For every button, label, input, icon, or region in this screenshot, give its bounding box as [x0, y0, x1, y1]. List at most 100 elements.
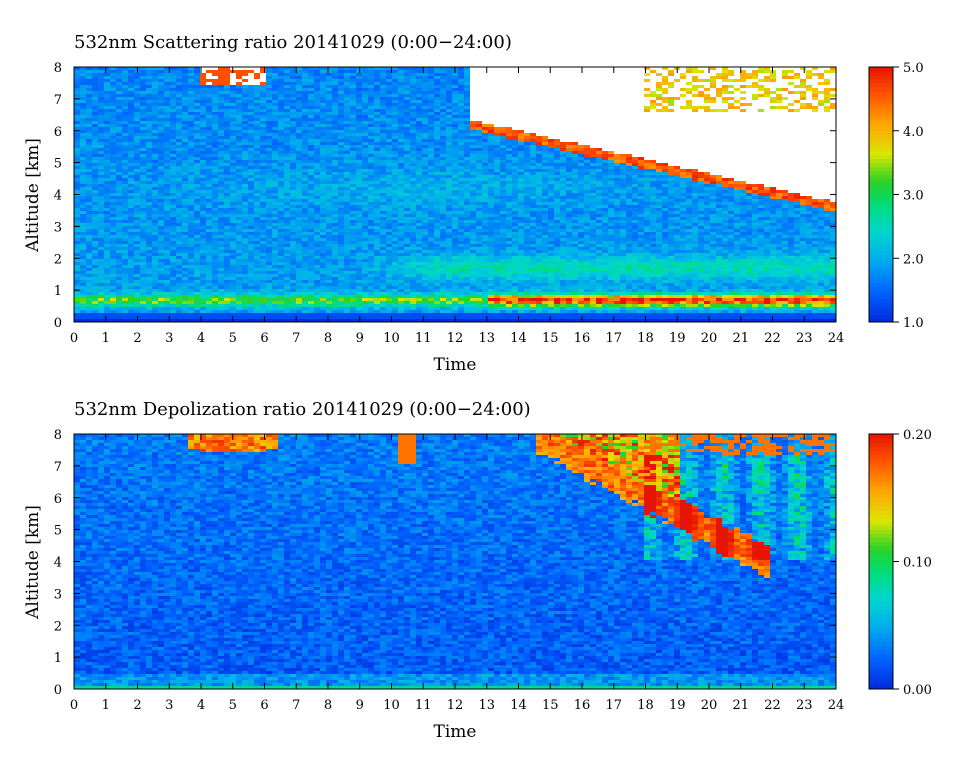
- heatmap-cell: [266, 154, 272, 157]
- heatmap-cell: [320, 211, 326, 214]
- heatmap-cell: [164, 292, 170, 295]
- heatmap-cell: [182, 136, 188, 139]
- heatmap-cell: [278, 283, 284, 286]
- heatmap-cell: [134, 223, 140, 226]
- heatmap-cell: [410, 91, 416, 94]
- heatmap-cell: [302, 229, 308, 232]
- heatmap-cell: [350, 289, 356, 292]
- heatmap-cell: [356, 307, 362, 310]
- heatmap-cell: [392, 91, 398, 94]
- heatmap-cell: [224, 271, 230, 274]
- heatmap-cell: [362, 313, 368, 316]
- heatmap-cell: [368, 226, 374, 229]
- heatmap-cell: [122, 133, 128, 136]
- heatmap-cell: [134, 241, 140, 244]
- heatmap-cell: [110, 211, 116, 214]
- heatmap-cell: [404, 94, 410, 97]
- heatmap-cell: [320, 256, 326, 259]
- heatmap-cell: [374, 190, 380, 193]
- heatmap-cell: [314, 166, 320, 169]
- heatmap-cell: [158, 271, 164, 274]
- heatmap-cell: [248, 148, 254, 151]
- heatmap-cell: [212, 187, 218, 190]
- heatmap-cell: [182, 244, 188, 247]
- heatmap-cell: [362, 100, 368, 103]
- heatmap-cell: [272, 241, 278, 244]
- heatmap-cell: [92, 169, 98, 172]
- heatmap-cell: [254, 199, 260, 202]
- heatmap-cell: [188, 241, 194, 244]
- heatmap-cell: [398, 295, 404, 298]
- heatmap-cell: [272, 82, 278, 85]
- heatmap-cell: [164, 124, 170, 127]
- heatmap-cell: [398, 142, 404, 145]
- heatmap-cell: [332, 214, 338, 217]
- heatmap-cell: [338, 307, 344, 310]
- heatmap-cell: [206, 175, 212, 178]
- heatmap-cell: [350, 196, 356, 199]
- heatmap-cell: [398, 310, 404, 313]
- heatmap-cell: [368, 247, 374, 250]
- heatmap-cell: [230, 232, 236, 235]
- heatmap-cell: [260, 73, 266, 76]
- heatmap-cell: [122, 199, 128, 202]
- heatmap-cell: [146, 139, 152, 142]
- heatmap-cell: [272, 226, 278, 229]
- heatmap-cell: [128, 85, 134, 88]
- heatmap-cell: [254, 310, 260, 313]
- heatmap-cell: [326, 313, 332, 316]
- heatmap-cell: [74, 103, 80, 106]
- heatmap-cell: [80, 70, 86, 73]
- heatmap-cell: [122, 271, 128, 274]
- heatmap-cell: [350, 223, 356, 226]
- heatmap-cell: [152, 199, 158, 202]
- heatmap-cell: [128, 130, 134, 133]
- heatmap-cell: [224, 280, 230, 283]
- heatmap-cell: [248, 256, 254, 259]
- heatmap-cell: [224, 142, 230, 145]
- heatmap-cell: [314, 229, 320, 232]
- heatmap-cell: [200, 286, 206, 289]
- heatmap-cell: [284, 79, 290, 82]
- heatmap-cell: [248, 280, 254, 283]
- heatmap-cell: [326, 190, 332, 193]
- heatmap-cell: [356, 259, 362, 262]
- heatmap-cell: [356, 187, 362, 190]
- heatmap-cell: [320, 76, 326, 79]
- heatmap-cell: [98, 103, 104, 106]
- heatmap-cell: [314, 235, 320, 238]
- heatmap-cell: [98, 202, 104, 205]
- heatmap-cell: [152, 142, 158, 145]
- heatmap-cell: [212, 199, 218, 202]
- heatmap-cell: [362, 259, 368, 262]
- heatmap-cell: [386, 250, 392, 253]
- heatmap-cell: [80, 289, 86, 292]
- heatmap-cell: [362, 316, 368, 319]
- heatmap-cell: [194, 223, 200, 226]
- heatmap-cell: [368, 109, 374, 112]
- heatmap-cell: [164, 142, 170, 145]
- heatmap-cell: [122, 307, 128, 310]
- heatmap-cell: [278, 100, 284, 103]
- heatmap-cell: [308, 316, 314, 319]
- heatmap-cell: [278, 256, 284, 259]
- heatmap-cell: [380, 283, 386, 286]
- heatmap-cell: [134, 154, 140, 157]
- heatmap-cell: [104, 94, 110, 97]
- heatmap-cell: [206, 280, 212, 283]
- heatmap-cell: [74, 127, 80, 130]
- heatmap-cell: [176, 82, 182, 85]
- heatmap-cell: [374, 235, 380, 238]
- heatmap-cell: [260, 220, 266, 223]
- heatmap-cell: [350, 88, 356, 91]
- heatmap-cell: [152, 268, 158, 271]
- heatmap-cell: [224, 175, 230, 178]
- heatmap-cell: [326, 232, 332, 235]
- heatmap-cell: [320, 286, 326, 289]
- heatmap-cell: [218, 247, 224, 250]
- heatmap-cell: [86, 256, 92, 259]
- heatmap-cell: [110, 316, 116, 319]
- heatmap-cell: [146, 196, 152, 199]
- heatmap-cell: [404, 154, 410, 157]
- heatmap-cell: [116, 277, 122, 280]
